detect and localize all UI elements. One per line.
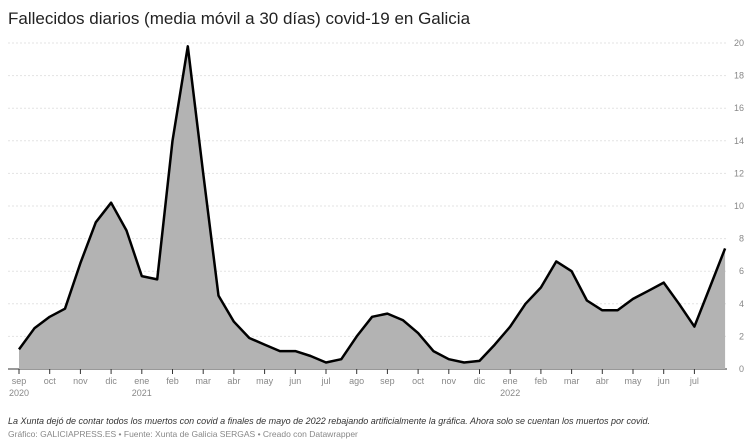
source: Gráfico: GALICIAPRESS.ES • Fuente: Xunta… bbox=[8, 429, 358, 439]
x-tick-label: jul bbox=[320, 376, 330, 386]
x-tick-label: dic bbox=[105, 376, 117, 386]
x-tick-label: may bbox=[256, 376, 274, 386]
x-year-label: 2021 bbox=[132, 388, 152, 398]
x-tick-label: jun bbox=[288, 376, 301, 386]
x-tick-label: feb bbox=[166, 376, 179, 386]
x-tick-label: oct bbox=[412, 376, 425, 386]
x-tick-label: jul bbox=[689, 376, 699, 386]
y-tick-label: 18 bbox=[734, 71, 744, 81]
y-tick-label: 10 bbox=[734, 201, 744, 211]
y-tick-label: 12 bbox=[734, 168, 744, 178]
x-tick-label: ene bbox=[134, 376, 149, 386]
x-tick-label: sep bbox=[380, 376, 395, 386]
x-tick-label: ago bbox=[349, 376, 364, 386]
x-tick-label: nov bbox=[73, 376, 88, 386]
y-tick-label: 16 bbox=[734, 103, 744, 113]
x-tick-label: may bbox=[624, 376, 642, 386]
x-tick-label: mar bbox=[564, 376, 580, 386]
x-tick-label: mar bbox=[195, 376, 211, 386]
line bbox=[17, 45, 727, 364]
y-tick-label: 20 bbox=[734, 38, 744, 48]
chart-title: Fallecidos diarios (media móvil a 30 día… bbox=[8, 9, 471, 28]
x-tick-label: dic bbox=[474, 376, 486, 386]
x-tick-label: sep bbox=[12, 376, 27, 386]
x-tick-label: jun bbox=[657, 376, 670, 386]
y-tick-label: 2 bbox=[739, 331, 744, 341]
area bbox=[19, 46, 726, 370]
x-tick-label: abr bbox=[227, 376, 240, 386]
note: La Xunta dejó de contar todos los muerto… bbox=[8, 416, 650, 426]
y-tick-label: 4 bbox=[739, 299, 744, 309]
x-tick-label: ene bbox=[503, 376, 518, 386]
x-tick-label: nov bbox=[442, 376, 457, 386]
x-year-label: 2020 bbox=[9, 388, 29, 398]
x-tick-label: oct bbox=[44, 376, 57, 386]
y-tick-label: 8 bbox=[739, 234, 744, 244]
x-tick-label: feb bbox=[535, 376, 548, 386]
x-year-label: 2022 bbox=[500, 388, 520, 398]
y-tick-label: 6 bbox=[739, 266, 744, 276]
y-tick-label: 14 bbox=[734, 136, 744, 146]
y-tick-label: 0 bbox=[739, 364, 744, 374]
x-tick-label: abr bbox=[596, 376, 609, 386]
